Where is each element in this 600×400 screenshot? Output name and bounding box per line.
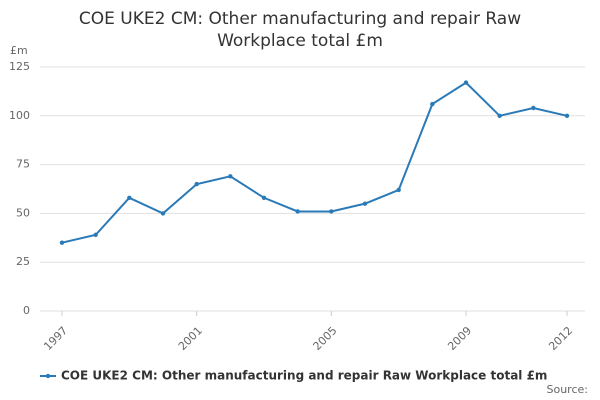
y-tick-label: 25 [16,255,30,268]
y-tick-label: 75 [16,158,30,171]
data-point [261,195,267,200]
data-point [531,105,536,111]
x-tick-label: 2005 [311,324,340,353]
data-point [396,187,401,193]
data-point [564,113,570,119]
y-axis-label: £m [10,44,28,57]
x-tick-label: 2012 [546,324,575,353]
x-tick-label: 2009 [445,324,474,353]
y-tick-label: 100 [9,109,30,122]
y-tick-label: 0 [23,304,30,317]
x-tick-label: 1997 [41,324,70,353]
data-point [228,174,233,179]
data-point [497,113,502,119]
data-point [127,195,132,200]
chart-title: COE UKE2 CM: Other manufacturing and rep… [78,9,522,51]
legend-label: COE UKE2 CM: Other manufacturing and rep… [61,369,547,383]
x-tick-label: 2001 [176,324,205,353]
source: Source: [547,383,589,396]
data-point [160,211,166,216]
data-point [430,101,435,107]
y-tick-label: 125 [9,60,30,73]
data-line [61,81,568,244]
data-point [194,181,199,187]
data-point [329,209,334,214]
data-point [59,240,65,245]
y-tick-label: 50 [16,206,30,219]
data-point [362,201,368,206]
legend-marker [45,373,51,379]
data-point [93,232,98,238]
data-point [463,80,469,85]
data-point [295,209,300,214]
